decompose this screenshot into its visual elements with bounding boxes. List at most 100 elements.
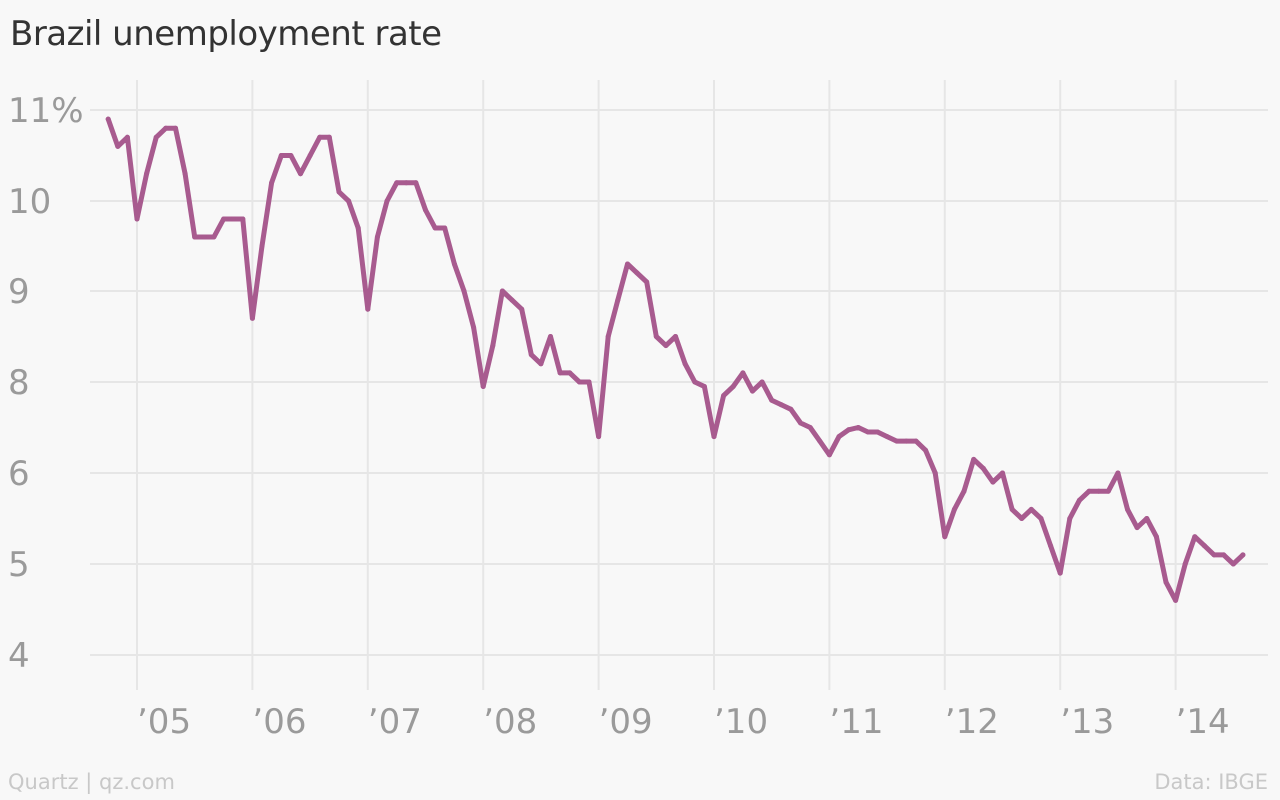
source-text: Data: IBGE bbox=[1154, 770, 1268, 794]
data-point bbox=[1134, 525, 1140, 531]
data-point bbox=[105, 116, 111, 122]
data-point bbox=[259, 243, 265, 249]
data-point bbox=[451, 261, 457, 267]
x-tick-label: ’11 bbox=[829, 702, 883, 742]
data-point bbox=[980, 465, 986, 471]
data-point bbox=[1221, 552, 1227, 558]
data-point bbox=[192, 234, 198, 240]
data-point bbox=[1144, 516, 1150, 521]
data-point bbox=[894, 438, 900, 444]
data-point bbox=[557, 370, 563, 376]
y-tick-label: 4 bbox=[8, 636, 30, 676]
data-point bbox=[278, 153, 284, 158]
data-point bbox=[1115, 470, 1121, 476]
data-point bbox=[1009, 506, 1015, 512]
data-point bbox=[826, 452, 832, 458]
data-point bbox=[1192, 534, 1198, 540]
data-point bbox=[625, 261, 630, 267]
data-point bbox=[1230, 561, 1236, 567]
data-point bbox=[1028, 506, 1034, 512]
data-point bbox=[634, 270, 640, 276]
y-tick-label: 10 bbox=[8, 182, 51, 222]
data-point bbox=[1240, 552, 1246, 558]
x-tick-label: ’14 bbox=[1176, 702, 1230, 742]
chart-title: Brazil unemployment rate bbox=[10, 14, 442, 54]
data-point bbox=[663, 343, 669, 349]
y-axis: 11% 10 9 8 6 5 4 bbox=[8, 91, 84, 676]
data-point bbox=[865, 429, 871, 435]
data-point bbox=[798, 420, 804, 426]
data-point bbox=[759, 379, 765, 385]
grid bbox=[90, 80, 1268, 690]
data-point bbox=[1182, 561, 1188, 567]
data-point bbox=[538, 361, 544, 367]
data-point bbox=[317, 134, 323, 140]
data-point bbox=[961, 488, 967, 494]
data-point bbox=[711, 434, 717, 440]
data-point bbox=[336, 189, 342, 195]
data-point bbox=[788, 406, 794, 412]
data-point bbox=[374, 234, 380, 240]
data-point bbox=[163, 125, 169, 131]
data-point bbox=[971, 456, 977, 462]
data-point bbox=[1048, 543, 1054, 549]
data-point bbox=[384, 198, 390, 204]
data-point bbox=[807, 425, 813, 430]
data-point bbox=[124, 134, 130, 140]
data-point bbox=[855, 425, 861, 430]
data-point bbox=[394, 180, 400, 186]
series-layer bbox=[105, 116, 1246, 603]
data-point bbox=[1096, 488, 1102, 494]
data-point bbox=[355, 225, 361, 231]
data-point bbox=[144, 171, 150, 177]
data-point bbox=[230, 216, 236, 222]
data-point bbox=[442, 225, 448, 231]
data-point bbox=[432, 225, 438, 231]
data-point bbox=[182, 171, 188, 177]
data-point bbox=[1202, 543, 1207, 549]
data-point bbox=[923, 447, 929, 453]
data-point bbox=[951, 506, 957, 512]
data-point bbox=[519, 306, 525, 312]
x-tick-label: ’07 bbox=[368, 702, 422, 742]
data-point bbox=[1163, 579, 1169, 585]
data-point bbox=[836, 434, 842, 440]
data-point bbox=[221, 216, 227, 222]
data-point bbox=[644, 279, 650, 285]
data-point bbox=[1038, 516, 1044, 521]
data-point bbox=[817, 438, 823, 444]
data-point bbox=[990, 479, 996, 485]
data-point bbox=[307, 153, 313, 158]
data-point bbox=[903, 438, 909, 444]
data-point bbox=[365, 306, 371, 312]
data-point bbox=[567, 370, 573, 376]
x-tick-label: ’12 bbox=[945, 702, 999, 742]
data-point bbox=[846, 427, 852, 433]
y-tick-label: 5 bbox=[8, 545, 30, 585]
data-point bbox=[249, 315, 255, 321]
data-point bbox=[1105, 488, 1111, 494]
y-tick-label: 9 bbox=[8, 272, 30, 312]
data-point bbox=[548, 334, 553, 339]
data-point bbox=[499, 288, 505, 294]
data-point bbox=[346, 198, 352, 204]
data-point bbox=[509, 297, 515, 303]
data-point bbox=[461, 288, 467, 294]
data-point bbox=[211, 234, 217, 240]
data-point bbox=[1153, 534, 1159, 540]
data-point bbox=[480, 384, 486, 389]
data-point bbox=[423, 207, 428, 213]
data-point bbox=[1211, 552, 1217, 558]
x-tick-label: ’10 bbox=[714, 702, 768, 742]
data-point bbox=[884, 434, 890, 440]
credit-text: Quartz | qz.com bbox=[8, 770, 175, 794]
data-point bbox=[721, 393, 727, 399]
data-point bbox=[240, 216, 246, 222]
data-point bbox=[269, 180, 275, 186]
data-point bbox=[875, 429, 880, 435]
data-point bbox=[750, 388, 755, 394]
data-point bbox=[913, 438, 919, 444]
data-point bbox=[615, 297, 621, 303]
data-point bbox=[1000, 470, 1005, 476]
